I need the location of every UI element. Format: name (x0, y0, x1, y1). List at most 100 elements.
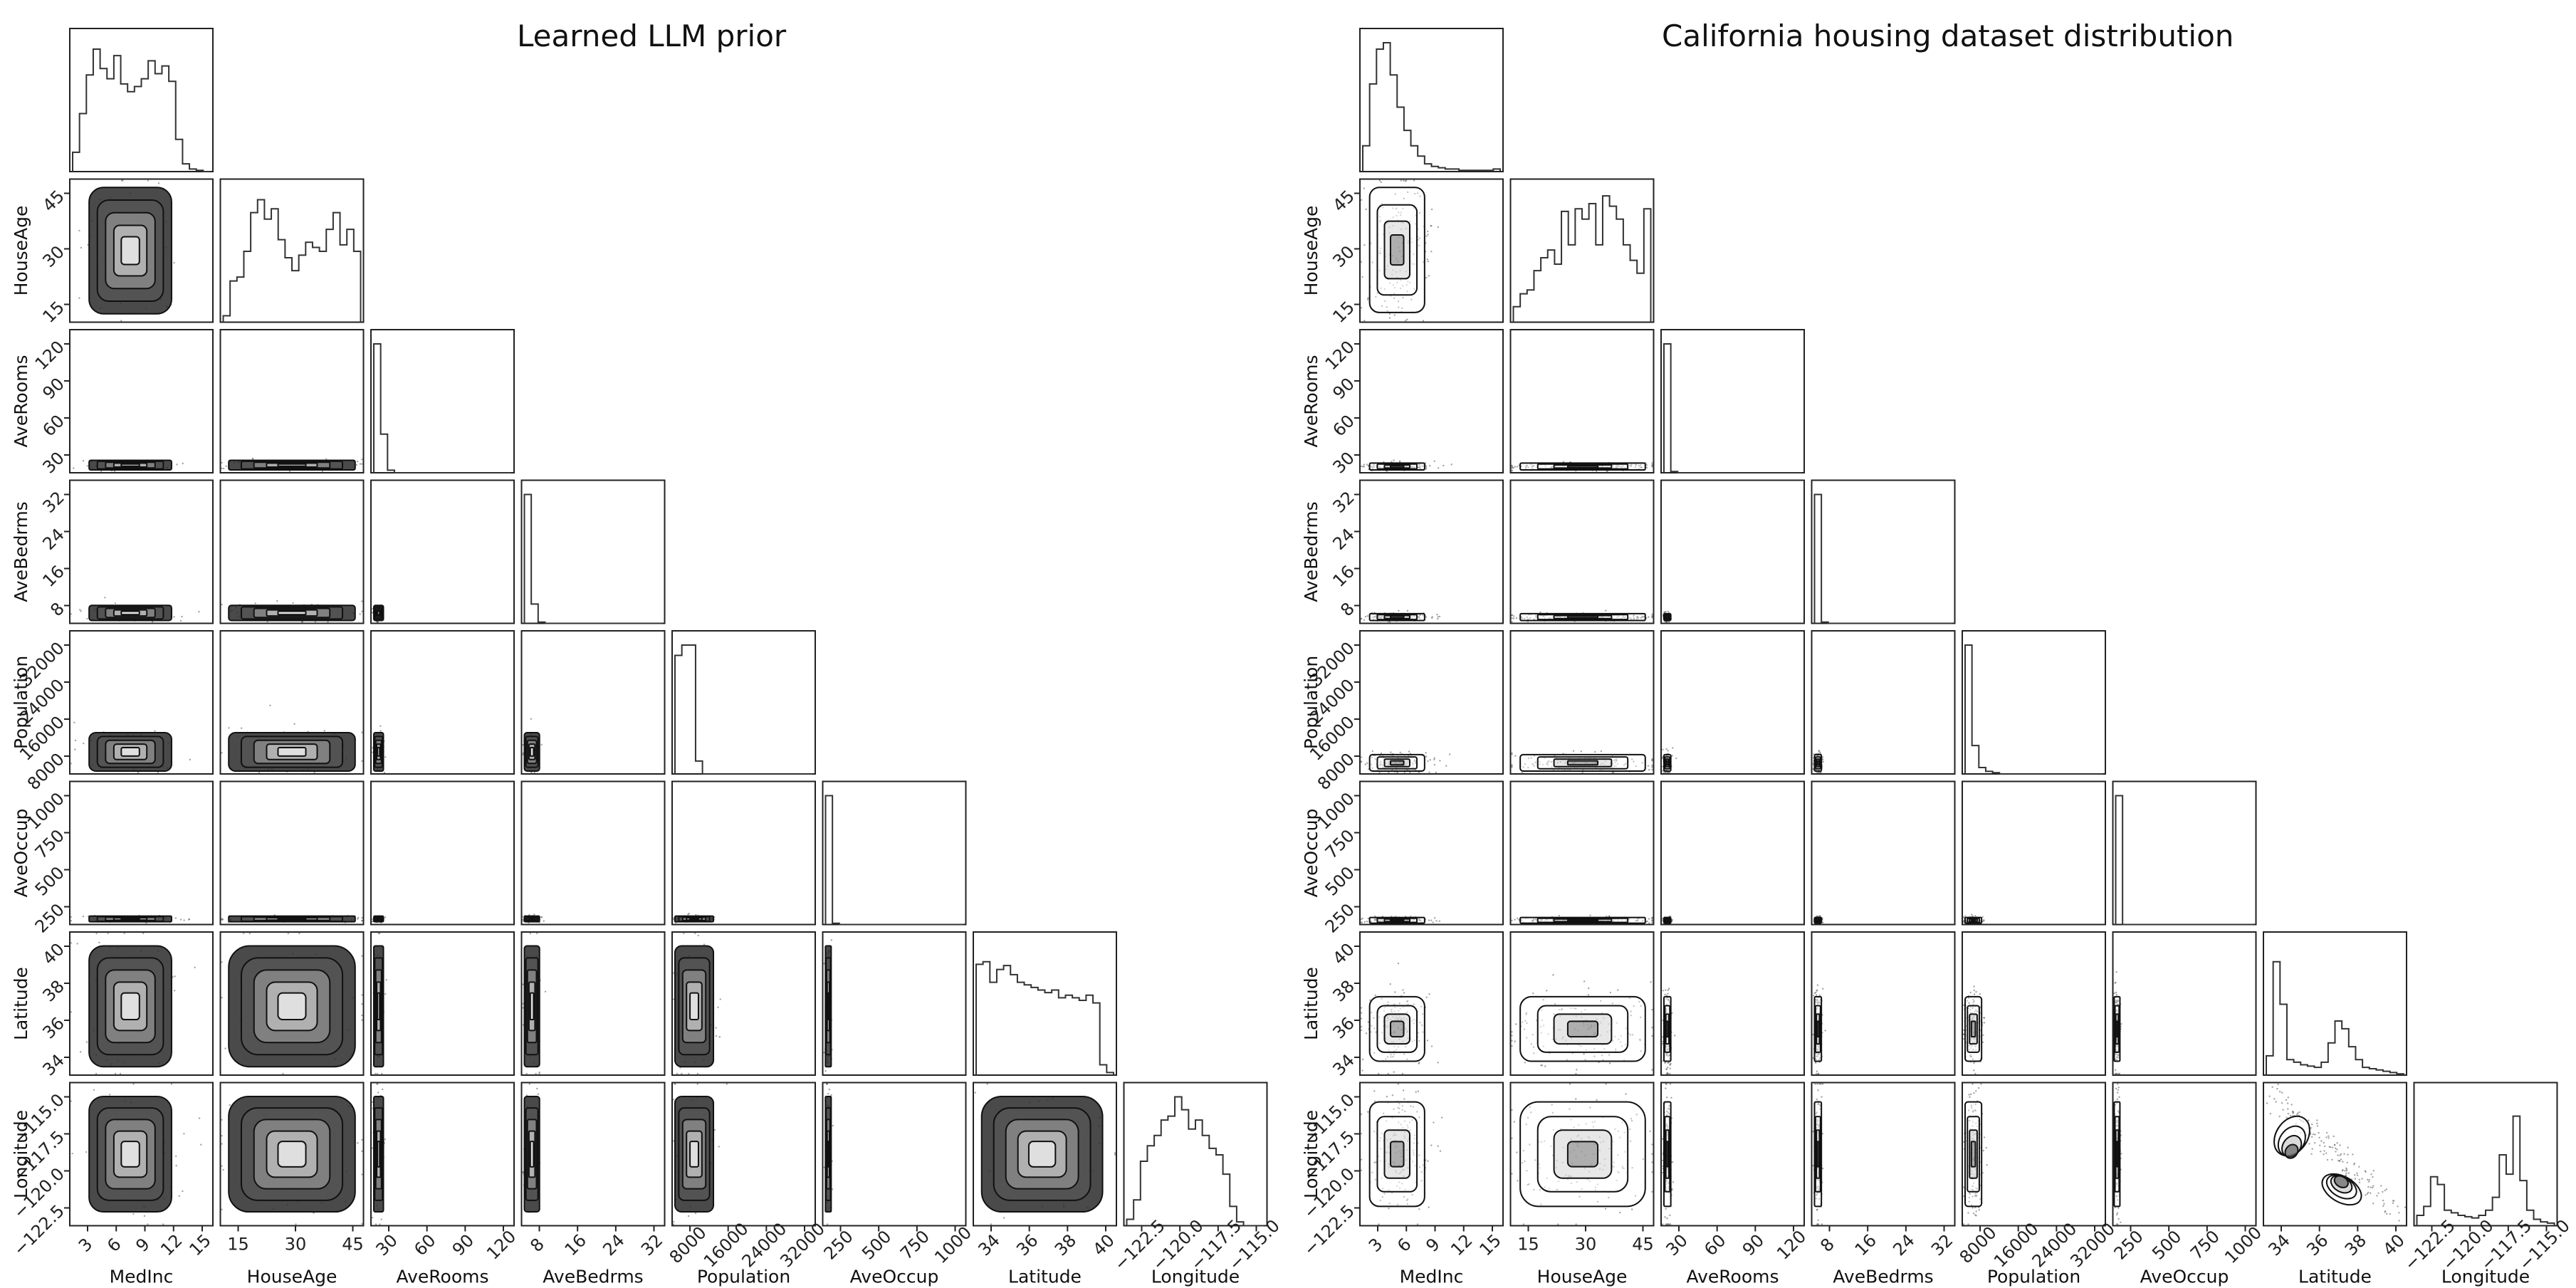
sample-point (371, 1216, 374, 1219)
sample-point (529, 932, 532, 935)
density-contour (1389, 760, 1405, 766)
sample-point (688, 1072, 690, 1075)
density-contour (1970, 918, 1976, 922)
sample-point (533, 913, 535, 916)
x-tick-label: 36 (1012, 1230, 1042, 1260)
sample-point (672, 972, 675, 974)
cell-population-vs-averooms (1660, 630, 1805, 775)
sample-point (1448, 753, 1451, 755)
sample-point (1651, 617, 1653, 619)
sample-point (1374, 994, 1376, 997)
sample-point (173, 261, 175, 264)
sample-point (1363, 187, 1365, 189)
sample-point (372, 751, 374, 753)
y-tick-label: 90 (1329, 374, 1358, 403)
sample-point (361, 919, 363, 922)
axes-frame (1811, 479, 1956, 624)
x-axis-label-avebedrms: AveBedrms (543, 1267, 643, 1287)
sample-point (681, 1072, 683, 1075)
sample-point (376, 1072, 379, 1075)
sample-point (361, 1138, 363, 1141)
sample-point (287, 932, 289, 935)
cell-latitude-vs-aveoccup (822, 931, 967, 1076)
sample-point (694, 932, 696, 935)
x-tick-label: 120 (483, 1227, 520, 1264)
y-tick-label: 30 (39, 448, 68, 477)
sample-point (120, 179, 123, 182)
sample-point (76, 943, 78, 945)
sample-point (726, 1083, 728, 1085)
sample-point (327, 621, 329, 623)
sample-point (384, 993, 387, 995)
axes-frame (822, 780, 967, 926)
density-contour (827, 992, 830, 1021)
sample-point (1558, 914, 1561, 917)
sample-point (372, 747, 374, 749)
x-tick-label: 15 (227, 1235, 249, 1255)
sample-point (187, 918, 190, 921)
axes-frame (1509, 178, 1655, 323)
sample-point (1363, 320, 1366, 322)
density-contour (120, 463, 140, 467)
sample-point (100, 470, 103, 473)
sample-point (87, 244, 89, 246)
sample-point (1360, 618, 1363, 620)
sample-point (1430, 224, 1433, 227)
cell-aveoccup-vs-houseage (1509, 780, 1655, 926)
sample-point (1425, 465, 1427, 467)
sample-point (85, 1151, 88, 1153)
sample-point (1437, 616, 1439, 618)
sample-point (183, 919, 185, 921)
sample-point (1514, 755, 1517, 757)
density-contour (529, 992, 535, 1021)
sample-point (314, 621, 317, 623)
sample-point (1511, 469, 1513, 471)
sample-point (176, 464, 178, 466)
sample-point (544, 990, 547, 993)
sample-point (132, 1083, 135, 1085)
density-contour (689, 992, 699, 1021)
sample-point (82, 915, 85, 918)
axes-frame (370, 479, 515, 624)
axes-frame (2112, 780, 2257, 926)
sample-point (79, 1051, 82, 1053)
sample-point (1513, 615, 1515, 617)
sample-point (74, 748, 76, 750)
sample-point (301, 621, 303, 623)
sample-point (522, 918, 524, 921)
sample-point (293, 723, 295, 725)
axes-frame (370, 329, 515, 473)
x-axis-label-medinc: MedInc (110, 1267, 174, 1287)
sample-point (361, 1019, 363, 1021)
sample-point (221, 996, 223, 999)
sample-point (683, 932, 685, 935)
cell-averooms-vs-averooms (1660, 329, 1805, 473)
sample-point (1402, 989, 1404, 991)
axes-frame (370, 780, 515, 926)
sample-point (225, 465, 227, 467)
sample-point (522, 743, 524, 746)
sample-point (221, 603, 223, 606)
sample-point (1511, 620, 1513, 623)
axes-frame (520, 780, 666, 926)
sample-point (142, 932, 145, 935)
sample-point (715, 1027, 717, 1029)
y-tick-label: 38 (39, 976, 68, 1005)
y-tick-label: 8 (1336, 599, 1358, 621)
axes-frame (671, 780, 816, 926)
sample-point (1665, 611, 1667, 613)
sample-point (1435, 920, 1438, 922)
sample-point (379, 730, 382, 732)
density-contour (120, 236, 140, 266)
sample-point (1360, 918, 1363, 921)
sample-point (221, 1134, 223, 1137)
sample-point (377, 1083, 379, 1085)
sample-point (1511, 617, 1513, 619)
axes-frame (1359, 28, 1504, 172)
cell-avebedrms-vs-houseage (219, 479, 365, 624)
density-contour (1566, 615, 1599, 619)
sample-point (1645, 466, 1648, 468)
sample-point (120, 320, 122, 322)
